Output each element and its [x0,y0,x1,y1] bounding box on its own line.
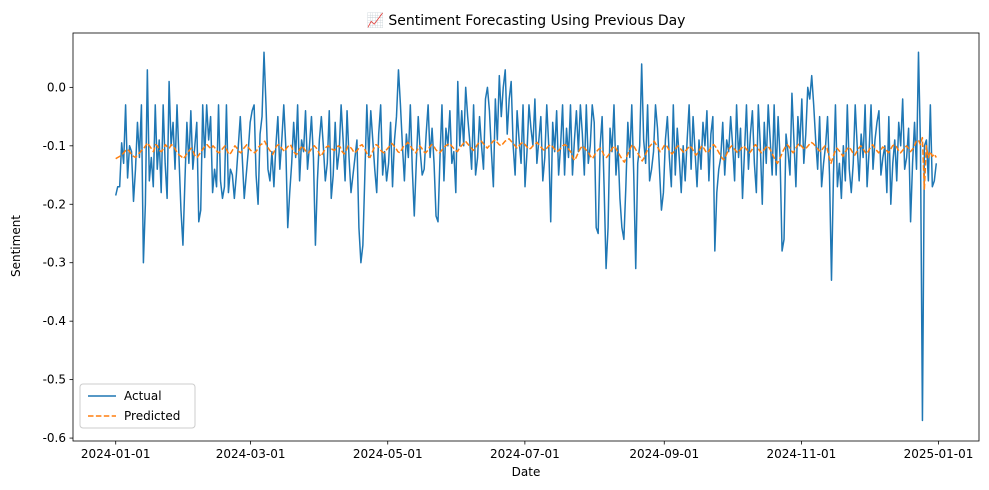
plot-area [72,32,980,442]
legend-box [79,383,196,429]
y-tick-label: -0.1 [43,139,66,153]
x-tick-label: 2024-09-01 [629,447,699,461]
plot-frame [72,32,980,442]
x-axis-label: Date [512,465,541,479]
y-tick-label: -0.3 [43,256,66,270]
chart-title: 📈 Sentiment Forecasting Using Previous D… [367,12,686,29]
x-tick-label: 2024-11-01 [767,447,837,461]
y-tick-label: -0.6 [43,431,66,445]
x-tick-label: 2025-01-01 [904,447,974,461]
x-tick-label: 2024-01-01 [81,447,151,461]
legend-label-predicted: Predicted [124,409,180,423]
x-tick-label: 2024-05-01 [353,447,423,461]
series-line-predicted [115,136,937,190]
y-tick-label: -0.2 [43,197,66,211]
y-tick-label: -0.5 [43,373,66,387]
x-tick-label: 2024-07-01 [490,447,560,461]
y-tick-label: -0.4 [43,314,66,328]
legend-label-actual: Actual [124,389,162,403]
y-axis-label: Sentiment [9,215,23,277]
x-tick-label: 2024-03-01 [216,447,286,461]
x-axis: 2024-01-01 2024-03-01 2024-05-01 2024-07-01… [81,441,974,461]
y-tick-label: 0.0 [47,80,66,94]
plot-background [73,33,979,441]
series-line-actual [114,51,938,422]
legend: Actual Predicted [79,383,196,429]
series-layer [114,51,938,422]
y-axis: 0.0 -0.1 -0.2 -0.3 -0.4 -0.5 -0.6 [43,80,73,445]
